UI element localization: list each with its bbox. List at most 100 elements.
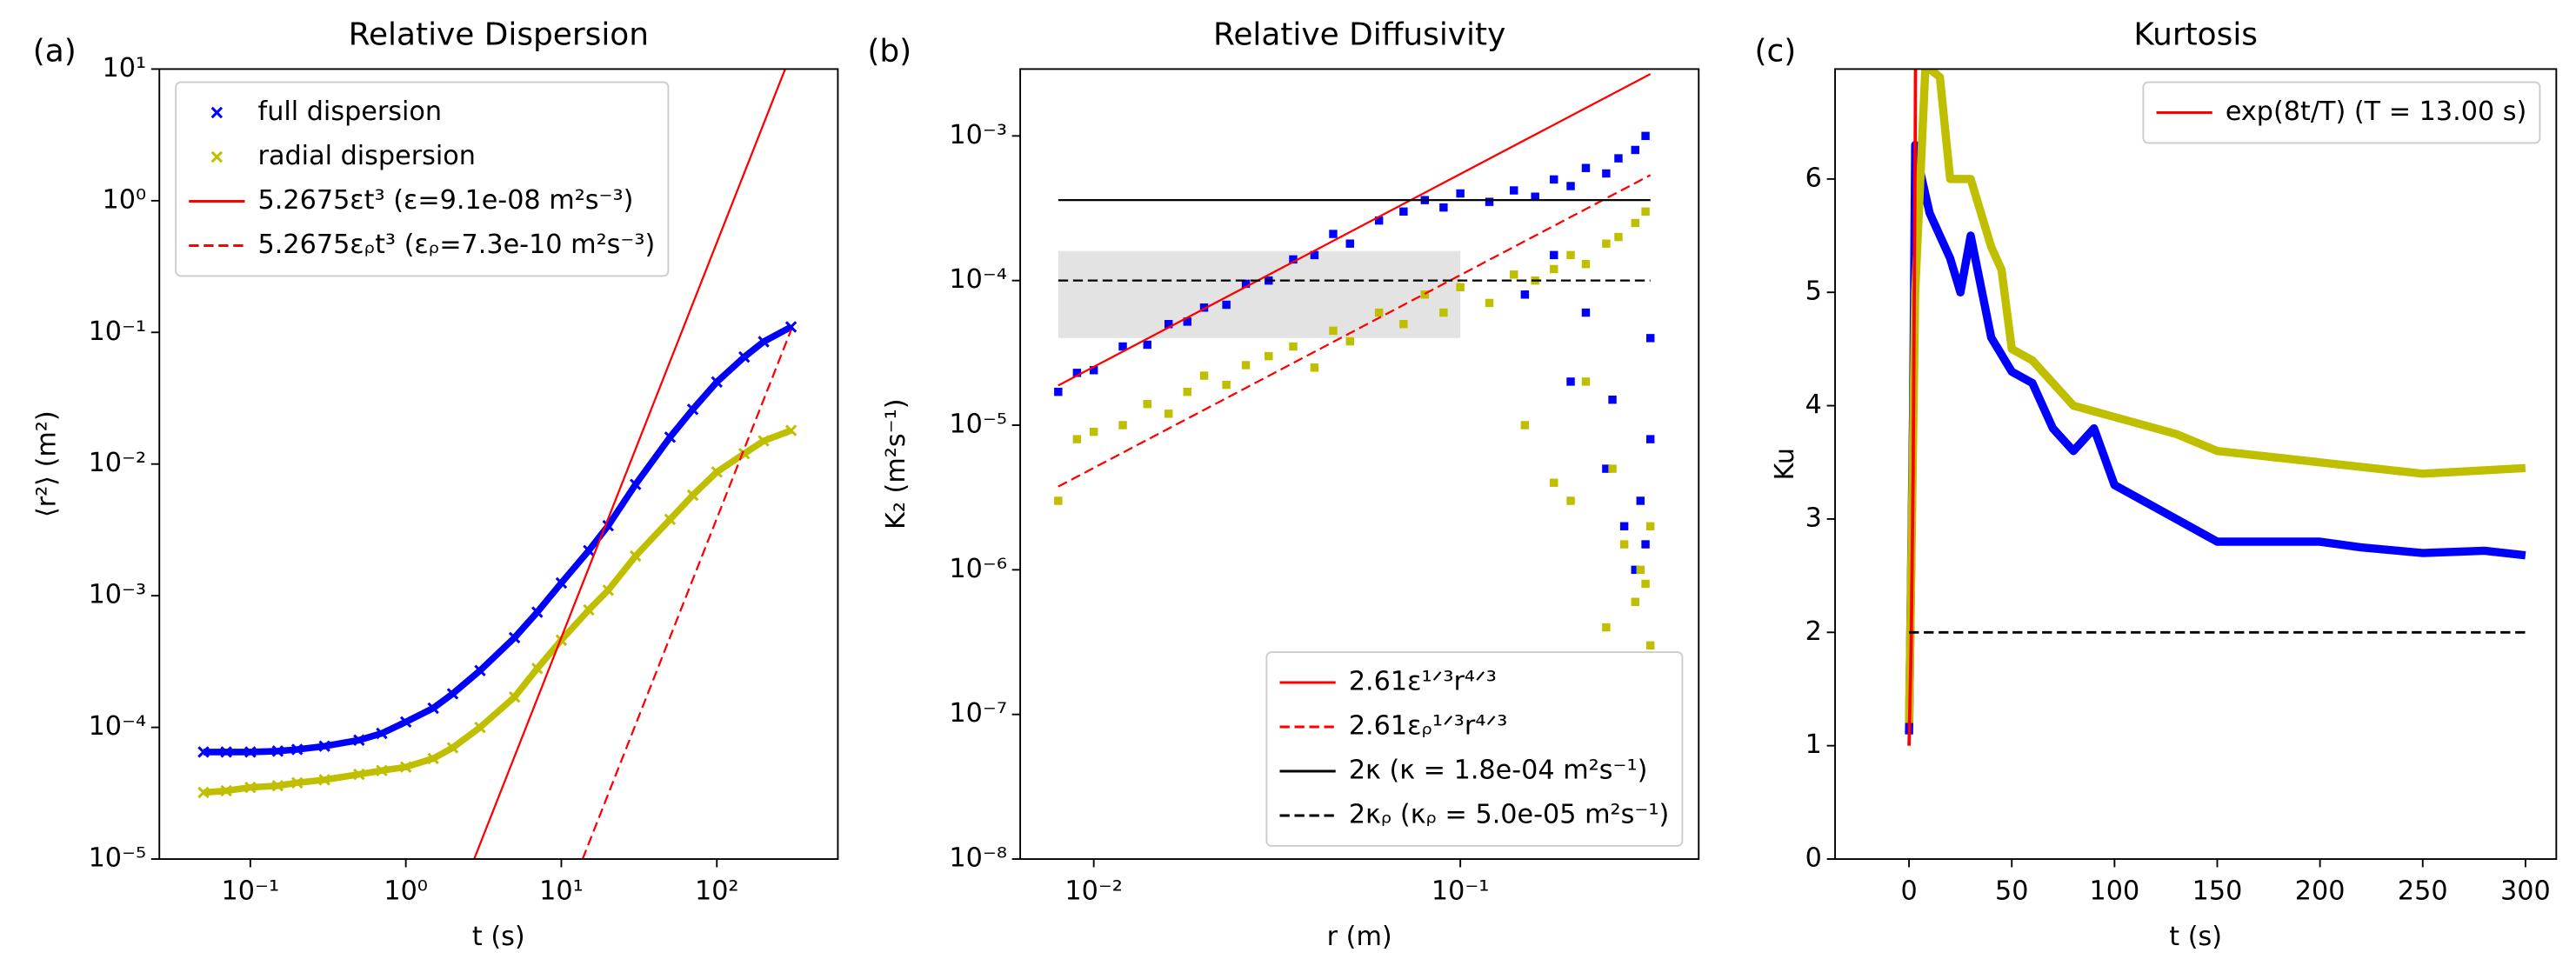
- data-point: [376, 764, 388, 776]
- data-point: [508, 631, 521, 644]
- data-point: [1641, 540, 1650, 549]
- data-point: [1602, 169, 1611, 178]
- y-tick-label: 10¹: [103, 53, 147, 83]
- data-point: [757, 336, 770, 348]
- series-line: [1905, 69, 2526, 723]
- series-line: [1905, 141, 2526, 735]
- legend-label: 2.61ε¹ᐟ³r⁴ᐟ³: [1349, 666, 1497, 696]
- axes-frame: [158, 68, 839, 860]
- y-tick-label: 0: [1805, 843, 1822, 874]
- chart-title: Relative Dispersion: [349, 17, 649, 53]
- data-point: [508, 690, 521, 703]
- y-tick-label: 10⁻³: [89, 580, 147, 610]
- y-tick-label: 10⁻⁴: [89, 711, 147, 742]
- data-point: [318, 774, 330, 786]
- data-point: [686, 403, 699, 416]
- data-point: [1581, 308, 1591, 317]
- data-point: [1631, 218, 1639, 228]
- x-tick-label: 10⁻²: [1064, 876, 1123, 906]
- x-axis-label: t (s): [472, 922, 525, 952]
- data-point: [1118, 342, 1127, 351]
- data-point: [1439, 203, 1448, 212]
- data-point: [1520, 421, 1530, 430]
- data-point: [1072, 435, 1082, 443]
- axes-frame: [1019, 68, 1700, 860]
- data-point: [1641, 207, 1650, 216]
- data-point: [1550, 264, 1558, 274]
- data-point: [1641, 131, 1650, 141]
- y-tick-label: 10⁻⁸: [949, 843, 1007, 874]
- data-point: [399, 761, 412, 773]
- y-axis-label: Ku: [1770, 448, 1800, 480]
- data-point: [1566, 250, 1575, 260]
- data-point: [1485, 197, 1494, 206]
- data-point: [1566, 496, 1575, 505]
- data-point: [1054, 387, 1063, 396]
- data-point: [474, 721, 486, 734]
- data-point: [376, 727, 388, 740]
- data-point: [1550, 250, 1558, 260]
- y-tick-label: 10⁻⁵: [89, 843, 147, 874]
- legend-label: 2κ (κ = 1.8e-04 m²s⁻¹): [1349, 755, 1648, 785]
- series-line: [1058, 174, 1652, 488]
- data-point: [1183, 387, 1191, 396]
- data-point: [1510, 186, 1518, 195]
- y-tick-label: 10⁻³: [949, 120, 1007, 150]
- y-tick-label: 10⁰: [103, 184, 147, 215]
- data-point: [1345, 239, 1354, 248]
- data-point: [290, 776, 304, 789]
- data-point: [784, 424, 797, 436]
- data-point: [1199, 371, 1209, 380]
- axes-frame: [1834, 68, 2558, 860]
- data-point: [1631, 565, 1639, 575]
- data-point: [1614, 154, 1623, 163]
- data-point: [1581, 377, 1591, 386]
- data-point: [1164, 410, 1173, 418]
- panel-label: (c): [1754, 34, 1796, 70]
- data-point: [1631, 597, 1639, 606]
- data-point: [602, 584, 615, 596]
- series-line: [203, 427, 792, 796]
- data-point: [630, 549, 642, 563]
- data-point: [583, 544, 595, 557]
- data-point: [1645, 522, 1655, 530]
- data-point: [1636, 565, 1645, 575]
- panel-label: (a): [33, 34, 77, 70]
- data-point: [1399, 320, 1408, 329]
- y-axis-label: K₂ (m²s⁻¹): [881, 398, 911, 529]
- data-point: [555, 576, 568, 589]
- data-point: [531, 606, 544, 618]
- data-point: [399, 716, 412, 729]
- data-point: [1089, 427, 1098, 436]
- data-point: [1641, 579, 1650, 589]
- data-point: [1143, 340, 1151, 350]
- data-point: [271, 780, 284, 792]
- data-point: [711, 376, 724, 389]
- y-tick-label: 4: [1805, 390, 1822, 420]
- y-tick-label: 10⁻²: [89, 448, 147, 478]
- data-point: [1645, 641, 1655, 650]
- data-point: [1241, 279, 1251, 289]
- data-point: [1439, 308, 1448, 317]
- x-tick-label: 10⁻¹: [1431, 876, 1490, 906]
- data-point: [630, 478, 642, 490]
- data-point: [664, 513, 677, 526]
- data-point: [244, 746, 257, 758]
- data-point: [1310, 363, 1319, 372]
- data-point: [220, 746, 232, 758]
- y-tick-label: 5: [1805, 276, 1822, 307]
- data-point: [1345, 336, 1354, 346]
- data-point: [1089, 366, 1098, 375]
- legend: full dispersion radial dispersion 5.2675εt…: [175, 81, 670, 277]
- y-tick-label: 10⁻⁴: [949, 264, 1007, 295]
- data-point: [1566, 182, 1575, 190]
- x-tick-label: 200: [2295, 876, 2346, 906]
- data-point: [244, 781, 257, 794]
- x-tick-label: 10²: [695, 876, 739, 906]
- legend-label: radial dispersion: [258, 141, 476, 171]
- x-tick-label: 250: [2398, 876, 2448, 906]
- x-tick-label: 150: [2192, 876, 2243, 906]
- legend-label: exp(8t/T) (T = 13.00 s): [2226, 97, 2526, 127]
- data-point: [1550, 175, 1558, 184]
